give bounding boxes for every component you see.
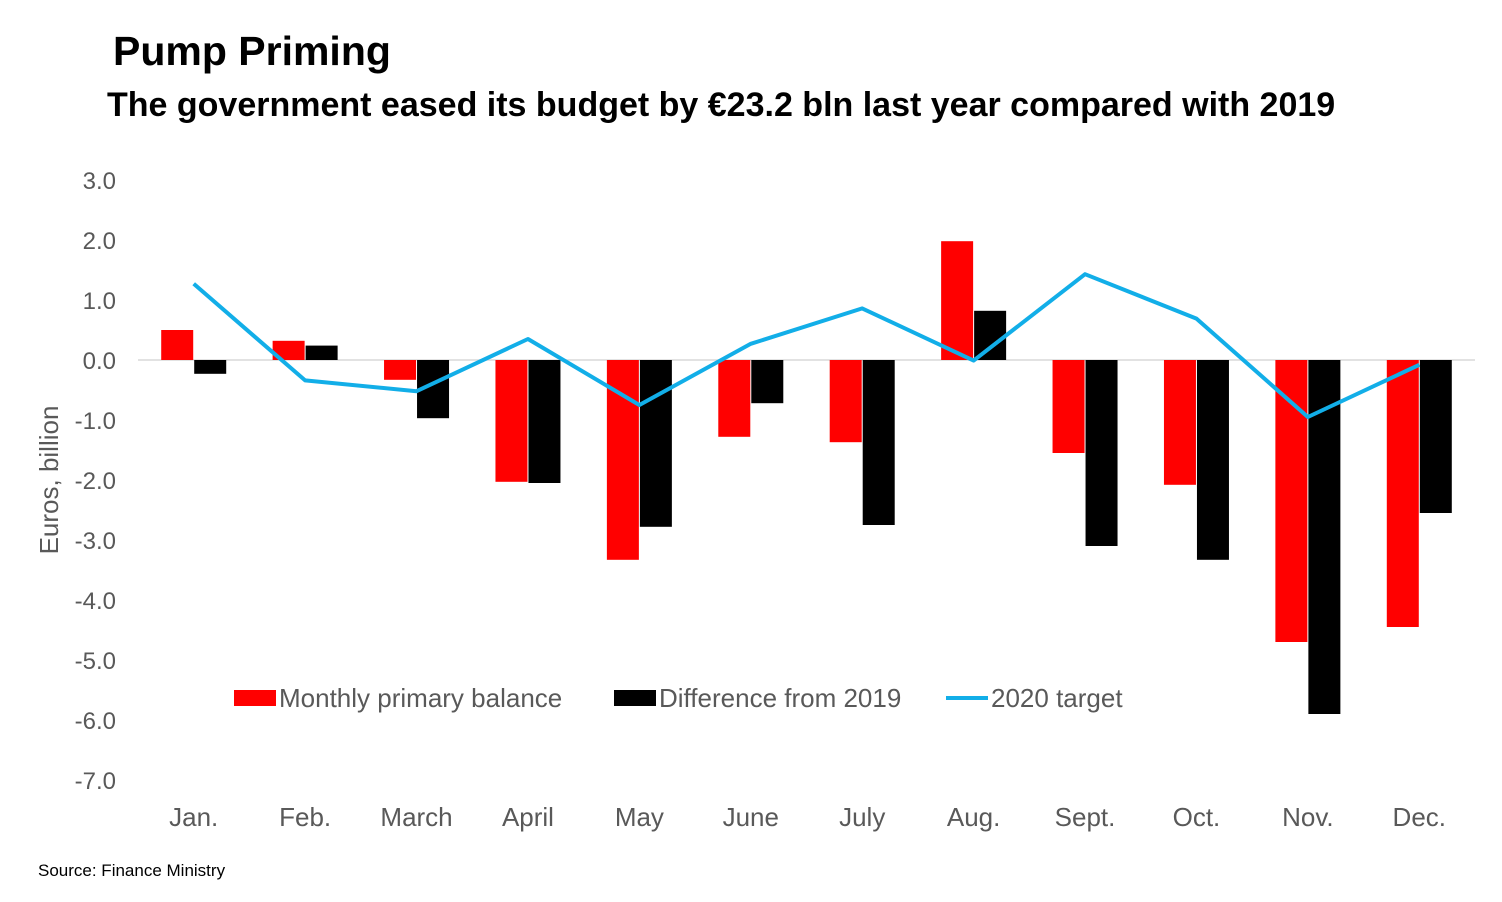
bar-primary-balance [1163, 360, 1196, 485]
source-note: Source: Finance Ministry [38, 861, 226, 880]
y-tick-label: 3.0 [83, 168, 116, 195]
x-tick-label: Oct. [1173, 802, 1221, 832]
bar-difference-2019 [1085, 360, 1118, 546]
legend-swatch [234, 690, 276, 706]
y-tick-label: 1.0 [83, 288, 116, 315]
y-tick-label: 0.0 [83, 348, 116, 375]
bar-primary-balance [272, 340, 305, 360]
y-tick-label: 2.0 [83, 228, 116, 255]
y-axis-ticks: 3.0 2.0 1.0 0.0 -1.0 -2.0 -3.0 -4.0 -5.0 -6.0 -7.0 [75, 168, 116, 795]
x-tick-label: Sept. [1055, 802, 1116, 832]
legend: Monthly primary balance Difference from 2… [234, 683, 1123, 713]
bar-difference-2019 [194, 360, 227, 374]
x-tick-label: Aug. [947, 802, 1001, 832]
y-tick-label: -1.0 [75, 408, 116, 435]
x-tick-label: June [723, 802, 779, 832]
legend-label: Monthly primary balance [279, 683, 562, 713]
y-tick-label: -6.0 [75, 708, 116, 735]
bar-primary-balance [1386, 360, 1419, 627]
bar-primary-balance [829, 360, 862, 443]
bar-primary-balance [495, 360, 528, 482]
x-tick-label: March [380, 802, 452, 832]
bar-primary-balance [941, 241, 974, 360]
bar-difference-2019 [528, 360, 561, 483]
bar-difference-2019 [305, 345, 338, 360]
x-tick-label: Jan. [169, 802, 218, 832]
bar-difference-2019 [974, 310, 1007, 360]
x-tick-label: Feb. [279, 802, 331, 832]
bar-difference-2019 [1308, 360, 1341, 714]
legend-label: Difference from 2019 [659, 683, 901, 713]
chart-title: Pump Priming [113, 28, 391, 74]
bar-difference-2019 [1196, 360, 1229, 560]
bar-primary-balance [1052, 360, 1085, 453]
bar-difference-2019 [1419, 360, 1452, 513]
y-tick-label: -7.0 [75, 768, 116, 795]
bar-difference-2019 [639, 360, 672, 527]
bar-difference-2019 [751, 360, 784, 404]
x-tick-label: July [839, 802, 885, 832]
legend-swatch [614, 690, 656, 706]
x-axis-ticks: Jan. Feb. March April May June July Aug. Sept. Oc… [169, 802, 1446, 832]
y-axis-label: Euros, billion [34, 406, 64, 555]
y-tick-label: -2.0 [75, 468, 116, 495]
x-tick-label: May [615, 802, 664, 832]
bar-primary-balance [718, 360, 751, 437]
bars-group [161, 241, 1452, 714]
y-tick-label: -5.0 [75, 648, 116, 675]
bar-primary-balance [384, 360, 417, 380]
x-tick-label: Nov. [1282, 802, 1334, 832]
x-tick-label: Dec. [1393, 802, 1446, 832]
bar-primary-balance [1275, 360, 1308, 642]
y-tick-label: -3.0 [75, 528, 116, 555]
target-line [192, 272, 1421, 419]
x-tick-label: April [502, 802, 554, 832]
bar-primary-balance [161, 330, 194, 360]
chart-subtitle: The government eased its budget by €23.2… [107, 86, 1336, 124]
bar-difference-2019 [862, 360, 895, 525]
legend-label: 2020 target [991, 683, 1123, 713]
y-tick-label: -4.0 [75, 588, 116, 615]
